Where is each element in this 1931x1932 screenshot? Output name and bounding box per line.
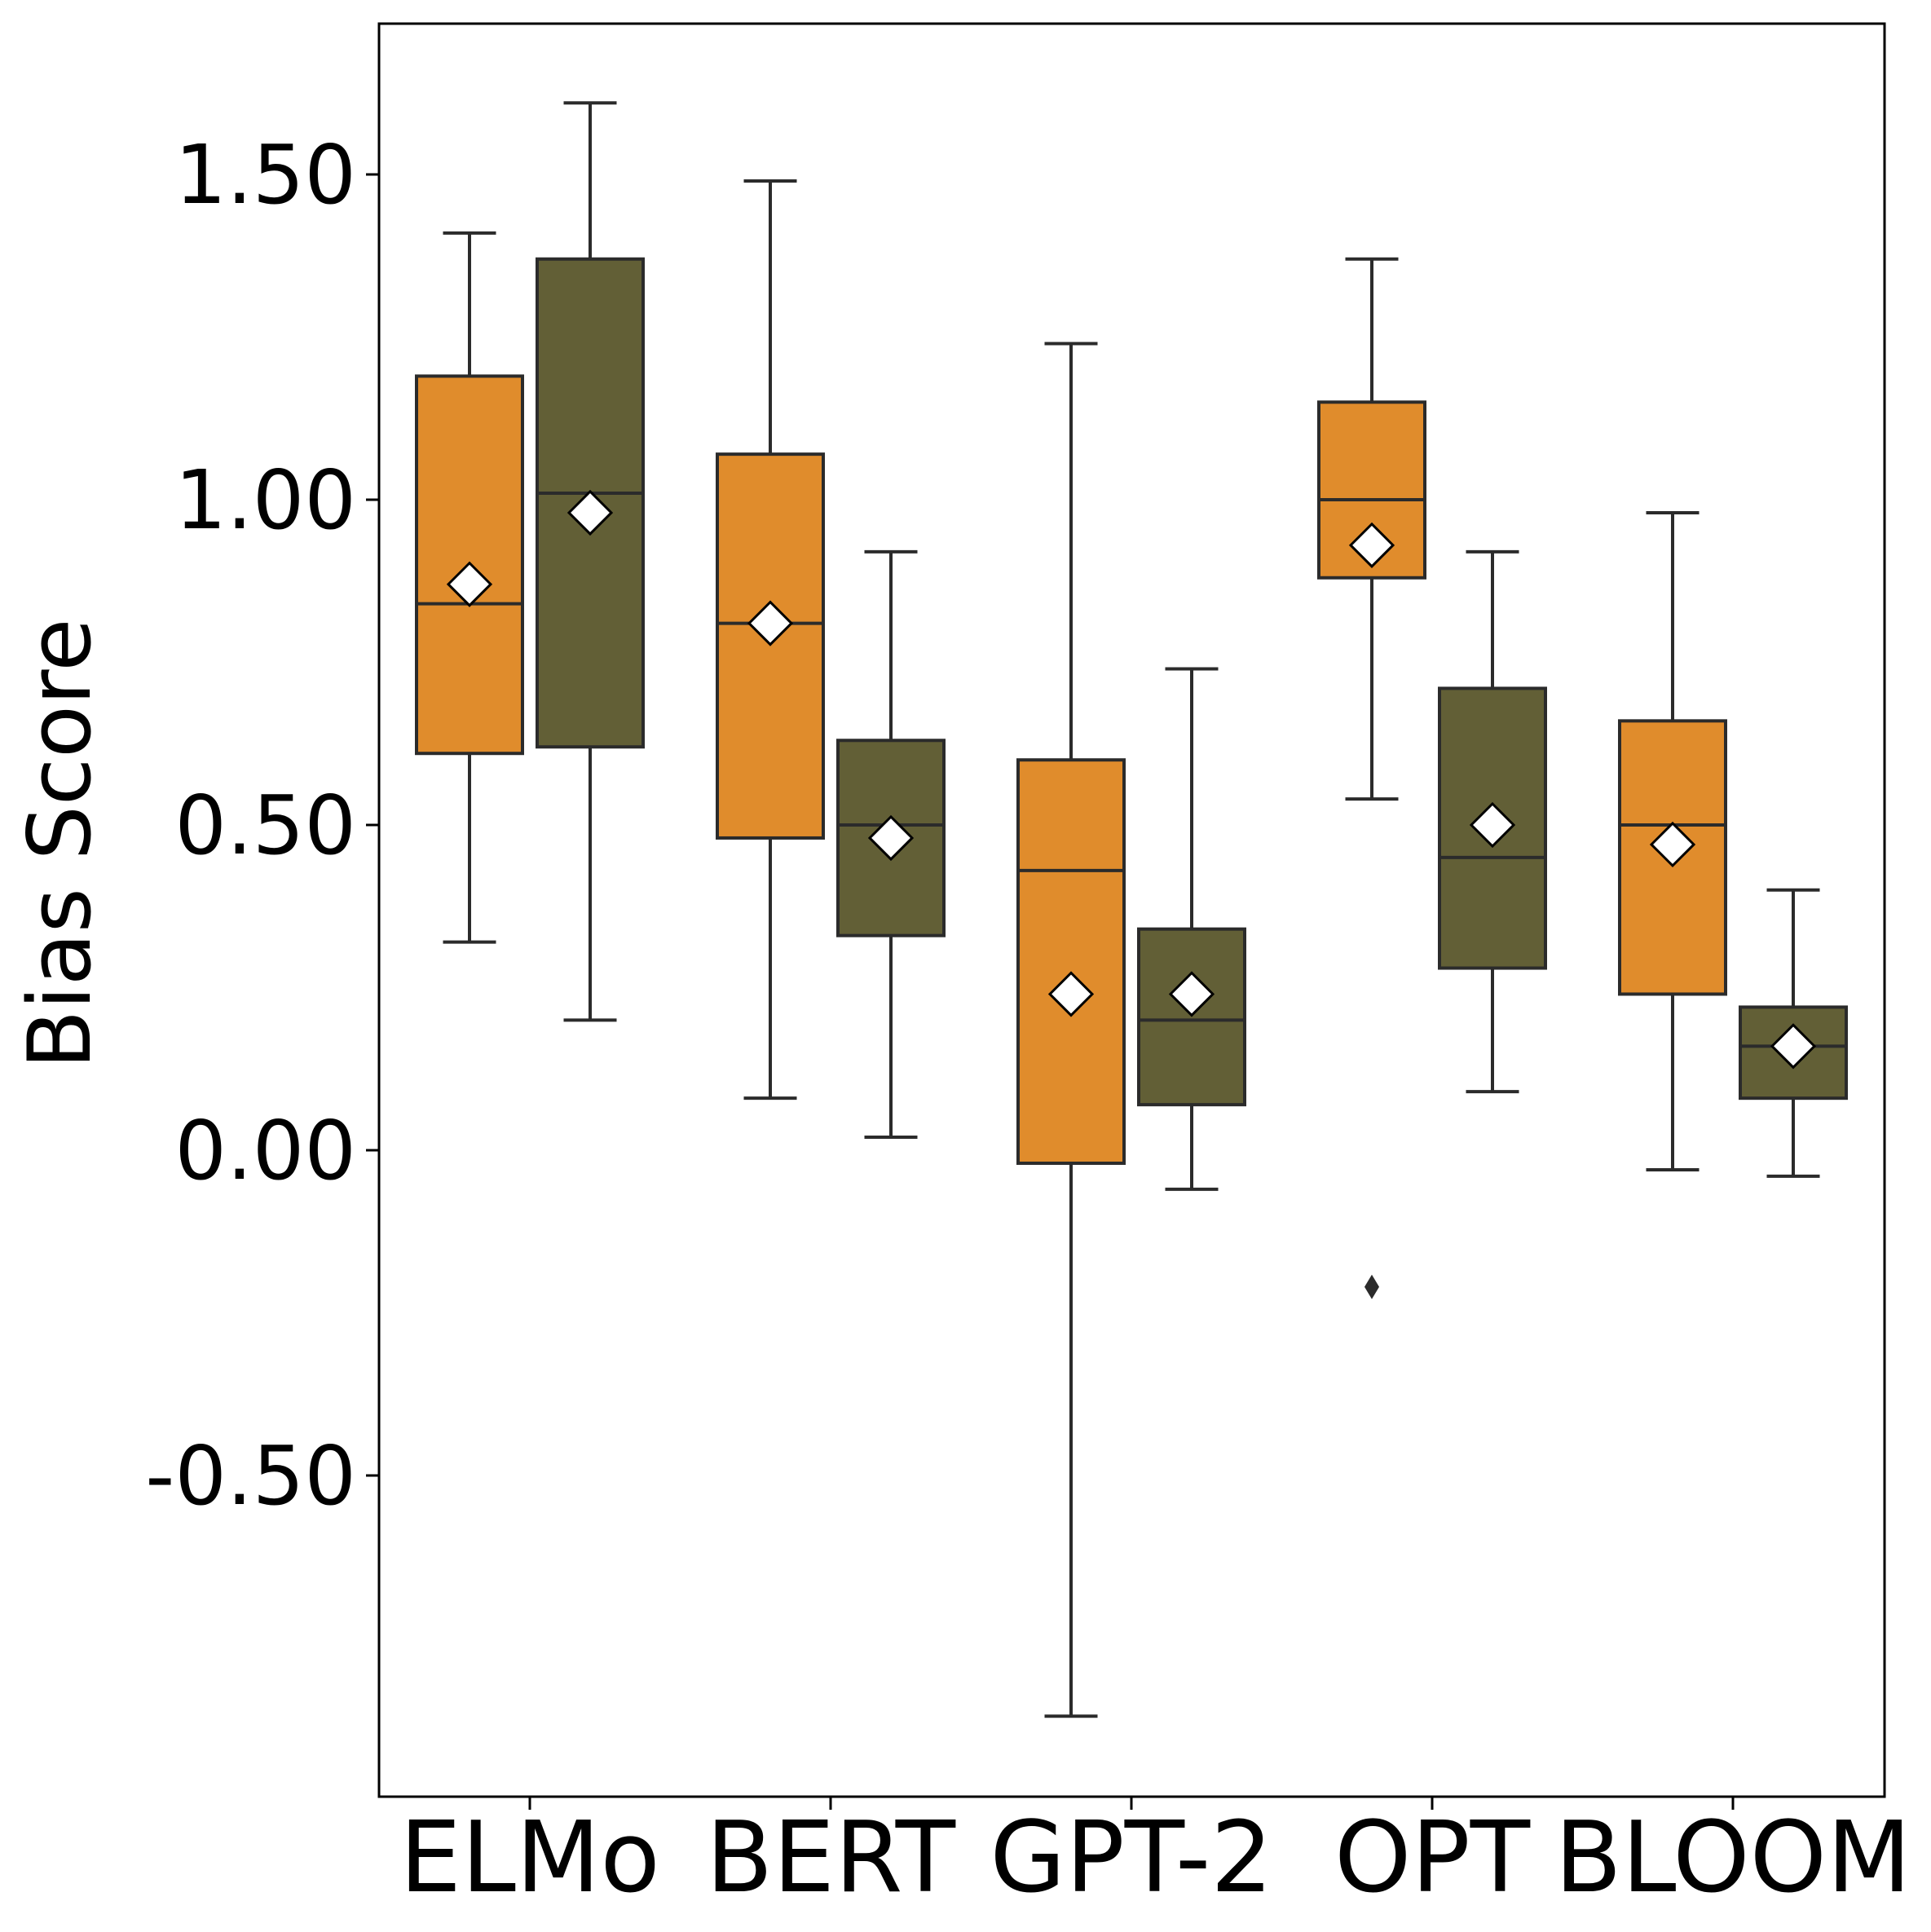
mean-marker (1047, 971, 1095, 1017)
y-tick-label: 0.50 (174, 778, 356, 873)
y-tick-label: -0.50 (145, 1428, 356, 1524)
box-group-opt-1 (1317, 257, 1426, 1299)
box-group-elmo-2 (536, 101, 645, 1022)
x-tick-label: BLOOM (1554, 1802, 1911, 1915)
box-iqr (1016, 758, 1126, 1165)
x-tick-label: BERT (706, 1802, 956, 1915)
box-group-elmo-1 (415, 231, 524, 944)
mean-marker (747, 600, 794, 646)
box-group-gpt-2-2 (1137, 667, 1246, 1191)
mean-marker (567, 489, 614, 536)
box-group-bloom-2 (1739, 888, 1848, 1178)
mean-marker (867, 814, 915, 862)
mean-marker (1770, 1023, 1817, 1070)
mean-marker (1168, 971, 1215, 1017)
x-tick-label: GPT-2 (990, 1802, 1272, 1915)
box-group-opt-2 (1438, 549, 1547, 1094)
mean-marker (1469, 801, 1516, 849)
outlier-point (1364, 1274, 1379, 1299)
x-axis: ELMo BERT GPT-2 OPT BLOOM (399, 1797, 1911, 1915)
box-group-bert-2 (836, 549, 946, 1140)
y-tick-label: 1.50 (174, 127, 356, 223)
box-group-bloom-1 (1618, 510, 1727, 1171)
box-group-bert-1 (716, 179, 825, 1101)
mean-marker (1348, 522, 1395, 568)
y-tick-label: 1.00 (174, 452, 356, 548)
mean-marker (446, 561, 493, 607)
y-tick-label: 0.00 (174, 1103, 356, 1198)
mean-marker (1649, 821, 1696, 868)
box-group-gpt-2-1 (1016, 342, 1126, 1718)
boxes-layer (415, 101, 1848, 1718)
x-tick-label: OPT (1334, 1802, 1531, 1915)
y-axis: -0.50 0.00 0.50 1.00 1.50 (145, 127, 379, 1524)
x-tick-label: ELMo (399, 1802, 660, 1915)
y-axis-title: Bias Score (10, 619, 110, 1070)
